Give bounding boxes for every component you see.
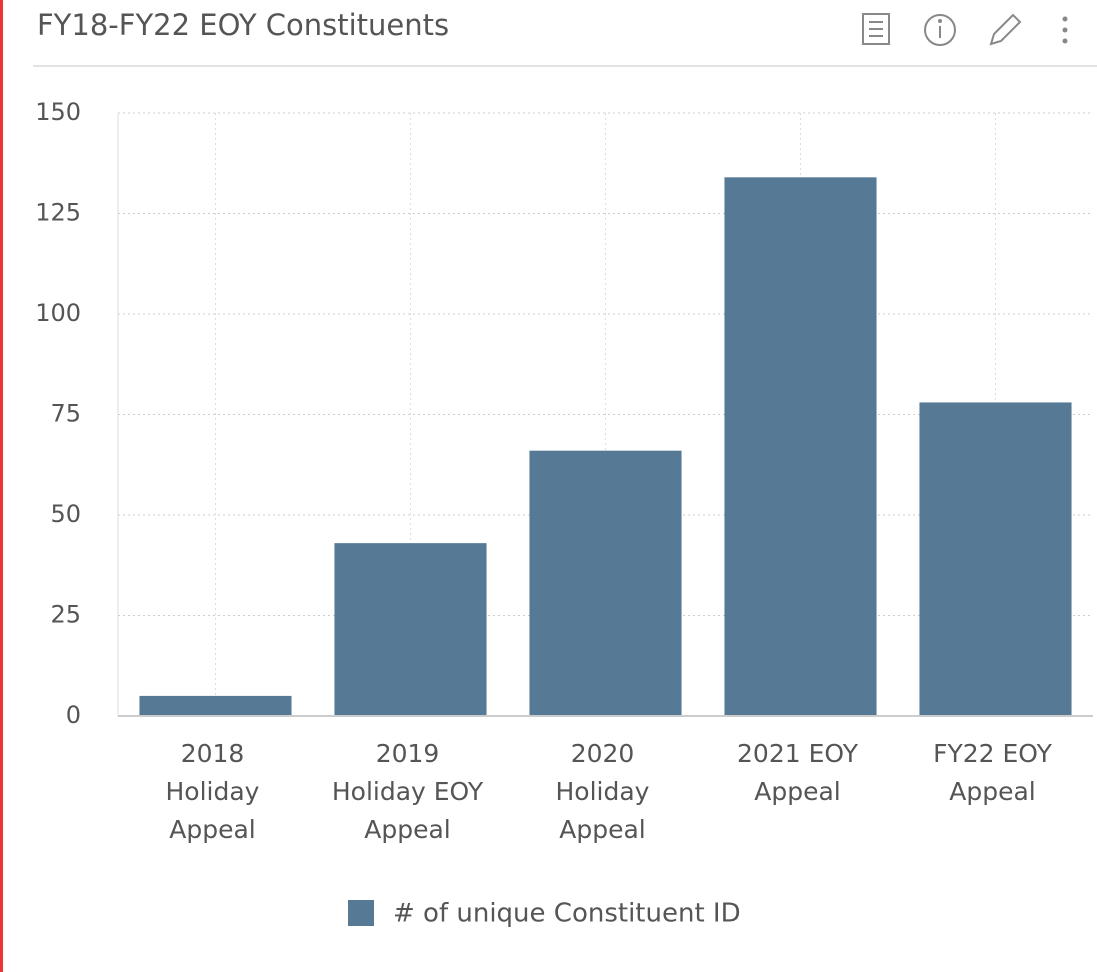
report-icon[interactable] — [862, 13, 890, 45]
info-icon[interactable] — [924, 14, 956, 46]
widget-title: FY18-FY22 EOY Constituents — [37, 8, 450, 42]
y-tick-label: 50 — [50, 500, 81, 528]
chart: 0 25 50 75 100 125 150 # of unique Constituent … — [33, 13, 1097, 929]
bar — [334, 543, 487, 716]
menu-icon[interactable] — [1062, 16, 1068, 44]
x-tick-label: 2021 EOY Appeal — [737, 739, 858, 806]
edit-icon[interactable] — [989, 13, 1022, 46]
x-tick-label: FY22 EOY Appeal — [933, 739, 1052, 806]
x-tick-label: 2018 Holiday Appeal — [165, 739, 260, 844]
bar — [139, 695, 292, 716]
y-tick-label: 0 — [66, 701, 81, 729]
bar — [529, 450, 682, 716]
legend-label: # of unique Constituent ID — [393, 899, 741, 929]
y-tick-label: 75 — [50, 400, 81, 428]
bar — [724, 177, 877, 716]
legend-swatch — [348, 900, 374, 926]
y-tick-label: 25 — [50, 601, 81, 629]
x-tick-label: 2019 Holiday EOY Appeal — [331, 739, 484, 844]
y-tick-label: 150 — [35, 98, 81, 126]
y-tick-label: 100 — [35, 299, 81, 327]
y-tick-label: 125 — [35, 199, 81, 227]
bar — [919, 402, 1072, 716]
x-tick-label: 2020 Holiday Appeal — [555, 739, 650, 844]
